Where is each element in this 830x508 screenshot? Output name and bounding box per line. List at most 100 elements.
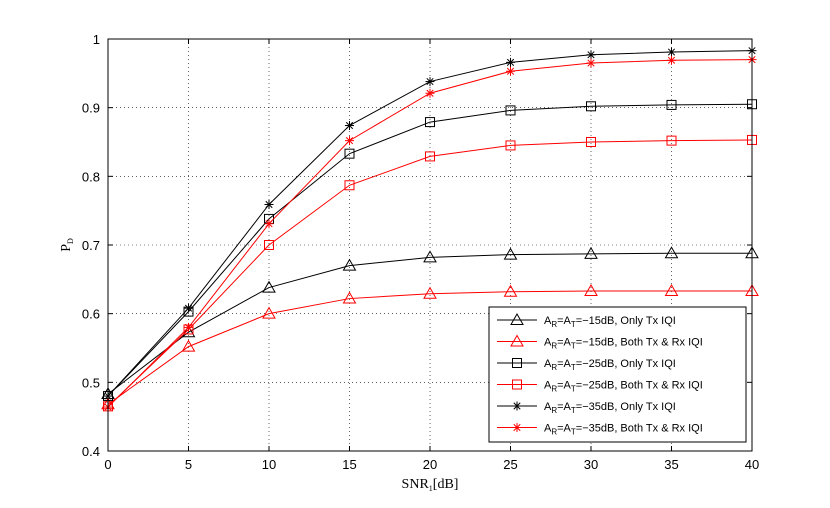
x-tick-label: 30: [584, 457, 598, 472]
legend-label-part: A: [544, 380, 552, 392]
data-point-square: [344, 180, 355, 191]
legend-label-part: T: [571, 342, 576, 351]
data-point-square: [505, 140, 516, 151]
x-tick-label: 20: [423, 457, 437, 472]
x-tick-label: 35: [664, 457, 678, 472]
legend-label-part: =−15dB, Both Tx & Rx IQI: [576, 337, 703, 349]
axis-ticks: 0 5 10 15 20 25 30 35 40 0.4 0.5 0.6 0.7 0.8 0.9 1: [82, 32, 759, 472]
x-axis-label-suffix: [dB]: [433, 477, 459, 492]
data-point-star: [586, 50, 596, 60]
legend-label-part: R: [551, 363, 557, 372]
legend-label-part: =−25dB, Only Tx IQI: [576, 358, 676, 370]
x-axis-label: SNR1[dB]: [402, 477, 459, 493]
data-point-triangle: [503, 247, 518, 260]
legend-label: AR=AT=−25dB, Both Tx & Rx IQI: [544, 380, 703, 394]
legend-label-part: A: [544, 423, 552, 435]
data-point-star: [506, 57, 515, 67]
legend-entry: AR=AT=−35dB, Both Tx & Rx IQI: [497, 423, 703, 437]
x-axis-label-main: SNR: [402, 477, 430, 492]
legend-label: AR=AT=−35dB, Both Tx & Rx IQI: [544, 423, 703, 437]
data-point-triangle: [181, 325, 196, 338]
data-point-square: [666, 135, 677, 146]
series-line: [107, 103, 753, 397]
data-point-triangle: [181, 339, 196, 352]
data-point-star: [667, 47, 676, 57]
data-point-triangle: [664, 246, 679, 259]
y-tick-label: 0.9: [82, 101, 100, 116]
legend-label-part: =A: [557, 380, 571, 392]
data-point-triangle: [584, 246, 598, 259]
y-axis-label-sub: D: [66, 238, 75, 244]
legend-entry: AR=AT=−15dB, Only Tx IQI: [497, 312, 676, 329]
data-point-square: [344, 148, 355, 159]
legend-label-part: =−35dB, Both Tx & Rx IQI: [576, 423, 703, 435]
legend-entry: AR=AT=−15dB, Both Tx & Rx IQI: [497, 334, 703, 351]
legend-label-part: T: [571, 320, 576, 329]
data-point-star: [667, 55, 676, 65]
y-tick-label: 1: [93, 32, 100, 47]
y-tick-label: 0.6: [82, 307, 100, 322]
data-point-triangle: [262, 306, 276, 319]
legend-label-part: =A: [557, 423, 571, 435]
y-tick-label: 0.5: [82, 375, 100, 390]
x-tick-label: 40: [745, 457, 759, 472]
y-tick-label: 0.8: [82, 169, 100, 184]
data-point-triangle: [342, 258, 357, 271]
x-axis-label-sub: 1: [429, 484, 433, 493]
legend-label-part: A: [544, 358, 552, 370]
legend-entry: AR=AT=−25dB, Both Tx & Rx IQI: [497, 379, 703, 394]
data-point-triangle: [510, 334, 524, 347]
data-point-star: [425, 77, 435, 87]
data-point-square: [505, 105, 516, 116]
legend-label: AR=AT=−15dB, Both Tx & Rx IQI: [544, 337, 703, 351]
data-point-star: [506, 66, 515, 76]
legend-label-part: =−35dB, Only Tx IQI: [576, 401, 676, 413]
series-line: [107, 139, 753, 407]
data-point-triangle: [423, 286, 437, 299]
data-point-star: [184, 303, 193, 313]
data-point-star: [184, 322, 193, 332]
series-line: [107, 290, 752, 405]
data-point-square: [586, 137, 596, 147]
data-point-triangle: [584, 283, 598, 297]
y-tick-label: 0.7: [82, 238, 100, 253]
data-point-square: [666, 99, 677, 110]
x-tick-label: 25: [503, 457, 517, 472]
data-point-triangle: [503, 284, 518, 297]
legend-label-part: A: [544, 401, 552, 413]
legend-label-part: =A: [557, 358, 571, 370]
legend-label-part: T: [571, 363, 576, 372]
data-point-square: [586, 101, 596, 112]
legend-label-part: R: [551, 320, 557, 329]
series-layer: [101, 46, 759, 412]
legend-label-part: R: [551, 342, 557, 351]
x-tick-label: 15: [342, 457, 356, 472]
data-point-triangle: [262, 280, 276, 293]
data-point-square: [512, 379, 522, 390]
series-line: [107, 252, 752, 395]
series-2: [101, 283, 759, 410]
data-point-triangle: [510, 312, 524, 325]
y-axis-label: PD: [59, 238, 75, 252]
data-point-triangle: [342, 291, 357, 304]
data-point-star: [345, 136, 354, 146]
data-point-triangle: [423, 250, 437, 263]
y-axis-label-main: P: [59, 244, 74, 252]
legend-label-part: A: [544, 337, 552, 349]
legend-label: AR=AT=−25dB, Only Tx IQI: [544, 358, 676, 372]
legend-label-part: R: [551, 428, 557, 437]
data-point-star: [586, 58, 596, 68]
data-point-star: [512, 423, 522, 432]
series-1: [101, 246, 759, 400]
x-tick-label: 0: [104, 457, 111, 472]
legend-box: [488, 306, 747, 443]
data-point-star: [512, 401, 522, 411]
legend-label-part: R: [551, 406, 557, 415]
legend-label-part: T: [571, 406, 576, 415]
data-point-star: [425, 88, 435, 98]
legend-label-part: R: [551, 385, 557, 394]
data-point-star: [264, 219, 274, 229]
y-tick-label: 0.4: [82, 444, 100, 459]
legend-label-part: T: [571, 428, 576, 437]
